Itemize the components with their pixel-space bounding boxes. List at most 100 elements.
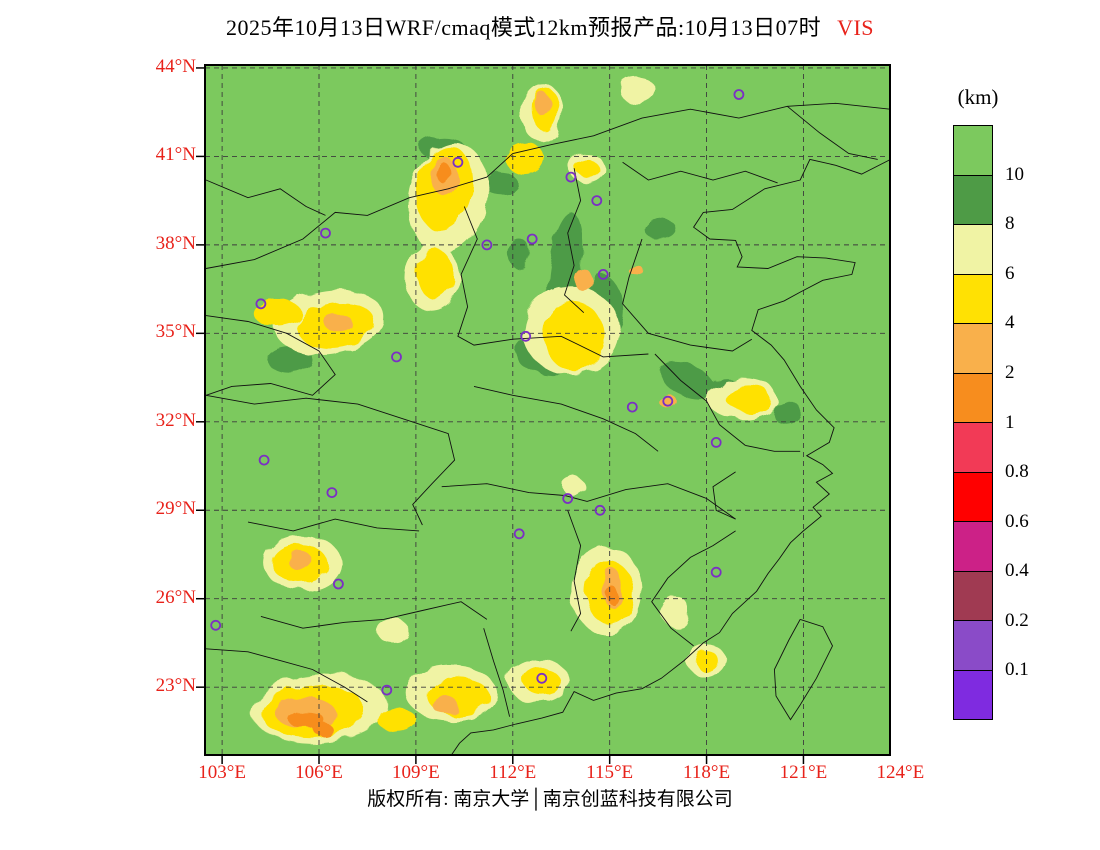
boundary-line (567, 510, 582, 632)
city-marker (452, 156, 464, 168)
legend-unit-label: (km) (957, 85, 999, 109)
boundary-line (654, 353, 746, 446)
city-marker (662, 395, 674, 407)
city-marker (326, 487, 338, 499)
province-boundaries (205, 102, 891, 756)
contour-patch (574, 269, 593, 292)
boundary-line (205, 394, 456, 526)
city-marker (526, 233, 538, 245)
city-marker (591, 195, 603, 207)
boundary-line (622, 161, 778, 184)
lon-tick-label: 124°E (876, 762, 925, 783)
contour-patch (658, 394, 677, 408)
city-marker (255, 298, 267, 310)
boundary-line (651, 530, 736, 647)
contour-patch (432, 696, 458, 714)
boundary-line (745, 444, 801, 452)
city-marker (710, 566, 722, 578)
boundary-line (473, 385, 659, 452)
legend-cell (954, 225, 992, 275)
legend-level-label: 1 (1005, 411, 1015, 433)
lat-tick-label: 35°N (155, 321, 196, 343)
boundary-line (712, 471, 736, 520)
boundary-line (205, 179, 326, 216)
boundary-line (773, 618, 834, 721)
boundary-line (205, 648, 368, 703)
lon-tick-label: 121°E (779, 762, 828, 783)
contour-patch (772, 401, 802, 425)
city-marker (210, 619, 222, 631)
contour-patch (575, 159, 599, 177)
contour-patch (267, 346, 313, 374)
contour-patch (620, 78, 657, 105)
legend-colorbar (953, 125, 993, 720)
legend-level-label: 4 (1005, 312, 1015, 334)
legend-level-label: 6 (1005, 262, 1015, 284)
lon-tick-label: 112°E (489, 762, 537, 783)
legend-cell (954, 175, 992, 225)
legend-level-label: 0.2 (1005, 609, 1029, 631)
contour-patch (524, 668, 560, 695)
contour-patch (659, 361, 715, 400)
boundary-line (441, 483, 736, 520)
page-title: 2025年10月13日WRF/cmaq模式12km预报产品:10月13日07时 V… (0, 10, 1100, 42)
city-marker (565, 171, 577, 183)
contour-patch (534, 91, 549, 116)
legend-cell (954, 423, 992, 473)
lat-tick-label: 38°N (155, 232, 196, 254)
city-marker (626, 401, 638, 413)
boundary-line (622, 238, 753, 352)
title-variable: VIS (837, 15, 875, 40)
boundary-line (247, 518, 420, 532)
city-marker (536, 672, 548, 684)
contour-patch (725, 384, 772, 412)
legend-cell (954, 324, 992, 374)
city-marker (520, 330, 532, 342)
contour-patch (507, 239, 531, 269)
legend-cell (954, 621, 992, 671)
legend-level-label: 0.8 (1005, 461, 1029, 483)
legend-cell (954, 472, 992, 522)
contour-patch (482, 172, 518, 194)
city-marker (258, 454, 270, 466)
contour-patch (506, 143, 546, 176)
boundary-line (563, 168, 585, 314)
lat-tick-label: 23°N (155, 675, 196, 697)
boundary-line (260, 601, 488, 629)
axis-ticks (196, 67, 805, 764)
legend-cell (954, 670, 992, 719)
legend-cell (954, 126, 992, 176)
contour-patch (252, 299, 302, 326)
title-text: 2025年10月13日WRF/cmaq模式12km预报产品:10月13日07时 (225, 15, 822, 40)
city-marker (513, 528, 525, 540)
city-marker (710, 436, 722, 448)
boundary-line (205, 315, 336, 396)
lat-tick-label: 32°N (155, 409, 196, 431)
city-marker (381, 684, 393, 696)
boundary-line (483, 628, 511, 717)
city-marker (391, 351, 402, 363)
boundary-line (457, 206, 649, 358)
contour-patch (562, 477, 586, 496)
map-frame (204, 64, 891, 756)
contour-patches (251, 78, 802, 742)
legend-cell (954, 571, 992, 621)
city-marker (481, 239, 493, 251)
lon-tick-label: 106°E (295, 762, 343, 783)
contour-patch (630, 266, 645, 277)
contour-patch (377, 619, 410, 643)
contour-patch (288, 710, 324, 729)
contour-patch (436, 162, 451, 183)
boundary-line (205, 102, 891, 269)
legend-level-label: 0.4 (1005, 560, 1029, 582)
contour-patch (543, 302, 605, 371)
lat-tick-label: 29°N (155, 498, 196, 520)
lon-tick-label: 109°E (392, 762, 440, 783)
lon-tick-label: 103°E (198, 762, 246, 783)
copyright-text: 版权所有: 南京大学│南京创蓝科技有限公司 (367, 789, 733, 810)
city-marker (332, 578, 344, 590)
contour-patch (312, 722, 332, 735)
visibility-map (196, 64, 891, 764)
legend-cell (954, 373, 992, 423)
